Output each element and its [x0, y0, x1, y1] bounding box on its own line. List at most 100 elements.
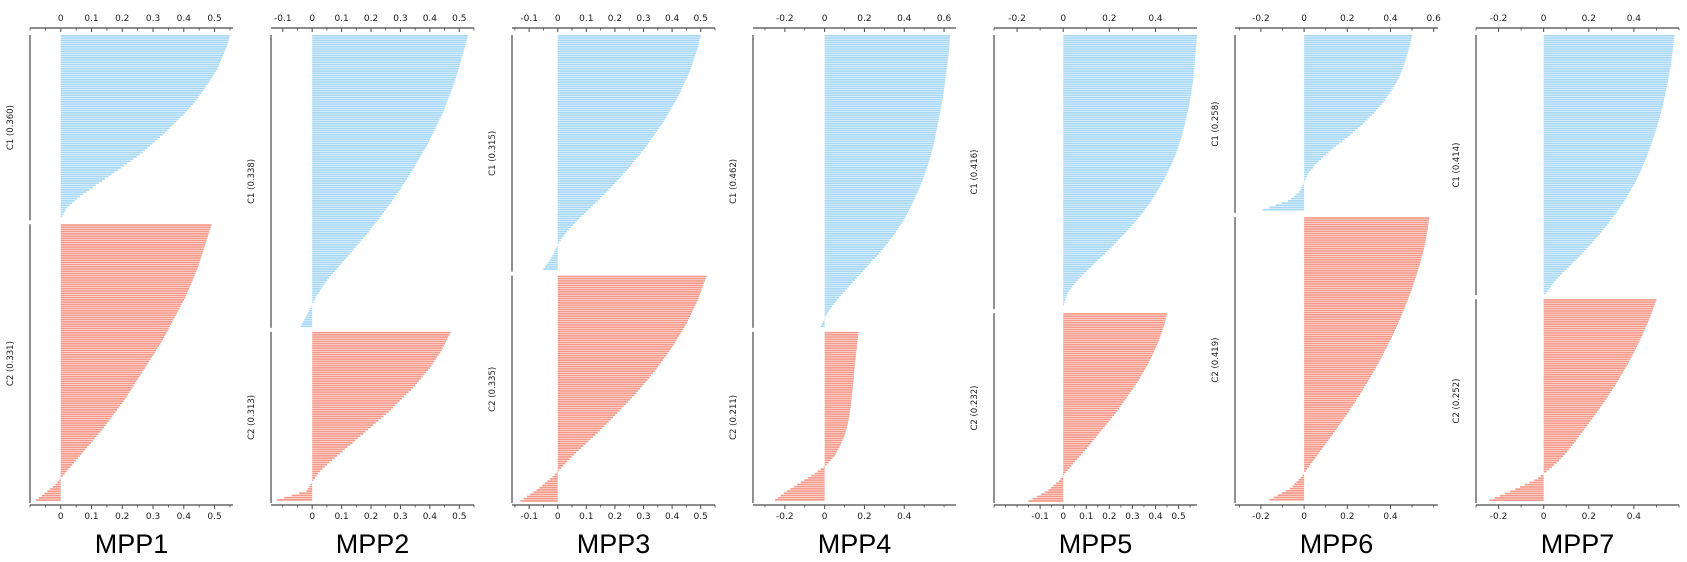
top-tick-label: 0.4	[897, 14, 912, 24]
top-tick-label: 0.6	[937, 14, 952, 24]
silhouette-panel-mpp4: -0.2 0 0.2 0.4 0.6 -0.2 0 0.2 0.4 C1 (0.462) C2 (0…	[729, 14, 956, 559]
cluster-c2-bars: C2 (0.335)	[488, 275, 707, 503]
bottom-axis: -0.1 0 0.1 0.2 0.3 0.4 0.5	[993, 504, 1197, 522]
top-axis: -0.2 0 0.2 0.4	[1475, 14, 1680, 32]
top-tick-label: -0.2	[1008, 14, 1026, 24]
bottom-tick-label: 0.4	[1383, 512, 1398, 522]
bottom-tick-label: 0.5	[452, 512, 466, 522]
top-tick-label: 0.2	[1340, 14, 1354, 24]
panel-title: MPP4	[818, 529, 892, 559]
top-tick-label: -0.1	[520, 14, 538, 24]
bottom-tick-label: 0.3	[393, 512, 407, 522]
bottom-tick-label: 0.3	[636, 512, 650, 522]
cluster-c1-bars: C1 (0.414)	[1452, 35, 1675, 296]
cluster-c2-bars: C2 (0.331)	[6, 224, 212, 503]
cluster-c2-label: C2 (0.232)	[970, 386, 980, 431]
bottom-tick-label: 0.2	[115, 512, 129, 522]
top-tick-label: -0.2	[1252, 14, 1270, 24]
bottom-tick-label: 0	[58, 512, 64, 522]
top-tick-label: 0	[58, 14, 64, 24]
top-tick-label: 0	[1060, 14, 1066, 24]
silhouette-panel-mpp2: -0.1 0 0.1 0.2 0.3 0.4 0.5 0 0.1 0.2 0.3 0.4 0.5 C1 (…	[247, 14, 475, 559]
top-axis: -0.1 0 0.1 0.2 0.3 0.4 0.5	[512, 14, 716, 32]
bottom-tick-label: 0.5	[207, 512, 221, 522]
top-tick-label: 0	[1541, 14, 1547, 24]
bottom-tick-label: 0	[555, 512, 561, 522]
bottom-tick-label: -0.1	[520, 512, 538, 522]
top-tick-label: 0.2	[115, 14, 129, 24]
bottom-tick-label: 0	[309, 512, 315, 522]
cluster-c1-label: C1 (0.360)	[6, 105, 16, 150]
silhouette-panel-mpp3: -0.1 0 0.1 0.2 0.3 0.4 0.5 -0.1 0 0.1 0.2 0.3 0.4 0.5…	[488, 14, 716, 559]
top-tick-label: -0.2	[776, 14, 794, 24]
bottom-tick-label: 0	[822, 512, 828, 522]
bottom-tick-label: 0	[1301, 512, 1307, 522]
cluster-c1-bars: C1 (0.416)	[970, 35, 1197, 310]
top-tick-label: 0.3	[146, 14, 160, 24]
bottom-tick-label: 0.2	[1582, 512, 1596, 522]
top-tick-label: 0	[1301, 14, 1307, 24]
bottom-tick-label: -0.1	[1031, 512, 1049, 522]
panel-title: MPP7	[1541, 529, 1615, 559]
top-tick-label: 0	[555, 14, 561, 24]
cluster-c2-bars: C2 (0.211)	[729, 331, 859, 503]
bottom-tick-label: 0.2	[1340, 512, 1354, 522]
cluster-c2-bars: C2 (0.232)	[970, 313, 1168, 503]
top-tick-label: 0.2	[1102, 14, 1116, 24]
bottom-tick-label: 0.4	[177, 512, 192, 522]
bottom-tick-label: 0.1	[1079, 512, 1093, 522]
cluster-c2-label: C2 (0.313)	[247, 395, 257, 440]
top-tick-label: 0.1	[579, 14, 593, 24]
bottom-tick-label: 0.2	[1102, 512, 1116, 522]
silhouette-panel-mpp1: 0 0.1 0.2 0.3 0.4 0.5 0 0.1 0.2 0.3 0.4 0.5 C1 (0.36…	[6, 14, 233, 559]
bottom-tick-label: 0	[1060, 512, 1066, 522]
cluster-c1-label: C1 (0.338)	[247, 159, 257, 204]
top-tick-label: 0.4	[1148, 14, 1163, 24]
top-tick-label: 0.2	[364, 14, 378, 24]
top-tick-label: 0.5	[452, 14, 466, 24]
cluster-c1-label: C1 (0.315)	[488, 131, 498, 176]
top-tick-label: 0.4	[423, 14, 438, 24]
top-tick-label: 0	[309, 14, 315, 24]
cluster-c2-label: C2 (0.252)	[1452, 379, 1462, 424]
bottom-tick-label: 0.3	[146, 512, 160, 522]
bottom-axis: 0 0.1 0.2 0.3 0.4 0.5	[29, 504, 233, 522]
cluster-c2-label: C2 (0.211)	[729, 395, 739, 440]
top-axis: -0.1 0 0.1 0.2 0.3 0.4 0.5	[271, 14, 475, 32]
top-tick-label: 0.4	[665, 14, 680, 24]
cluster-c1-label: C1 (0.258)	[1211, 102, 1221, 147]
cluster-c1-label: C1 (0.462)	[729, 159, 739, 204]
panel-title: MPP5	[1059, 529, 1133, 559]
cluster-c2-label: C2 (0.331)	[6, 341, 16, 386]
bottom-axis: -0.2 0 0.2 0.4	[1475, 504, 1680, 522]
panel-title: MPP3	[577, 529, 651, 559]
bottom-tick-label: 0.5	[694, 512, 708, 522]
bottom-tick-label: 0.2	[364, 512, 378, 522]
silhouette-panel-mpp7: -0.2 0 0.2 0.4 -0.2 0 0.2 0.4 C1 (0.414) C2 (0.25…	[1452, 14, 1680, 559]
bottom-tick-label: 0.5	[1171, 512, 1185, 522]
bottom-tick-label: -0.2	[1252, 512, 1270, 522]
top-axis: 0 0.1 0.2 0.3 0.4 0.5	[29, 14, 233, 32]
bottom-tick-label: 0.4	[1627, 512, 1642, 522]
cluster-c1-bars: C1 (0.258)	[1211, 35, 1413, 214]
top-tick-label: 0.4	[1383, 14, 1398, 24]
top-tick-label: 0.5	[207, 14, 221, 24]
top-axis: -0.2 0 0.2 0.4 0.6	[1235, 14, 1441, 32]
top-tick-label: 0.2	[1582, 14, 1596, 24]
cluster-c2-bars: C2 (0.419)	[1211, 217, 1430, 503]
top-axis: -0.2 0 0.2 0.4 0.6	[753, 14, 956, 32]
top-tick-label: 0.3	[393, 14, 407, 24]
bottom-tick-label: 0	[1541, 512, 1547, 522]
bottom-axis: -0.2 0 0.2 0.4	[1235, 504, 1438, 522]
bottom-tick-label: -0.2	[1490, 512, 1508, 522]
bottom-tick-label: 0.4	[423, 512, 438, 522]
bottom-tick-label: 0.4	[897, 512, 912, 522]
top-axis: -0.2 0 0.2 0.4	[993, 14, 1197, 32]
top-tick-label: -0.2	[1490, 14, 1508, 24]
cluster-c2-bars: C2 (0.252)	[1452, 299, 1657, 503]
panel-title: MPP6	[1300, 529, 1374, 559]
bottom-tick-label: 0.3	[1125, 512, 1139, 522]
top-tick-label: 0	[822, 14, 828, 24]
top-tick-label: 0.5	[694, 14, 708, 24]
